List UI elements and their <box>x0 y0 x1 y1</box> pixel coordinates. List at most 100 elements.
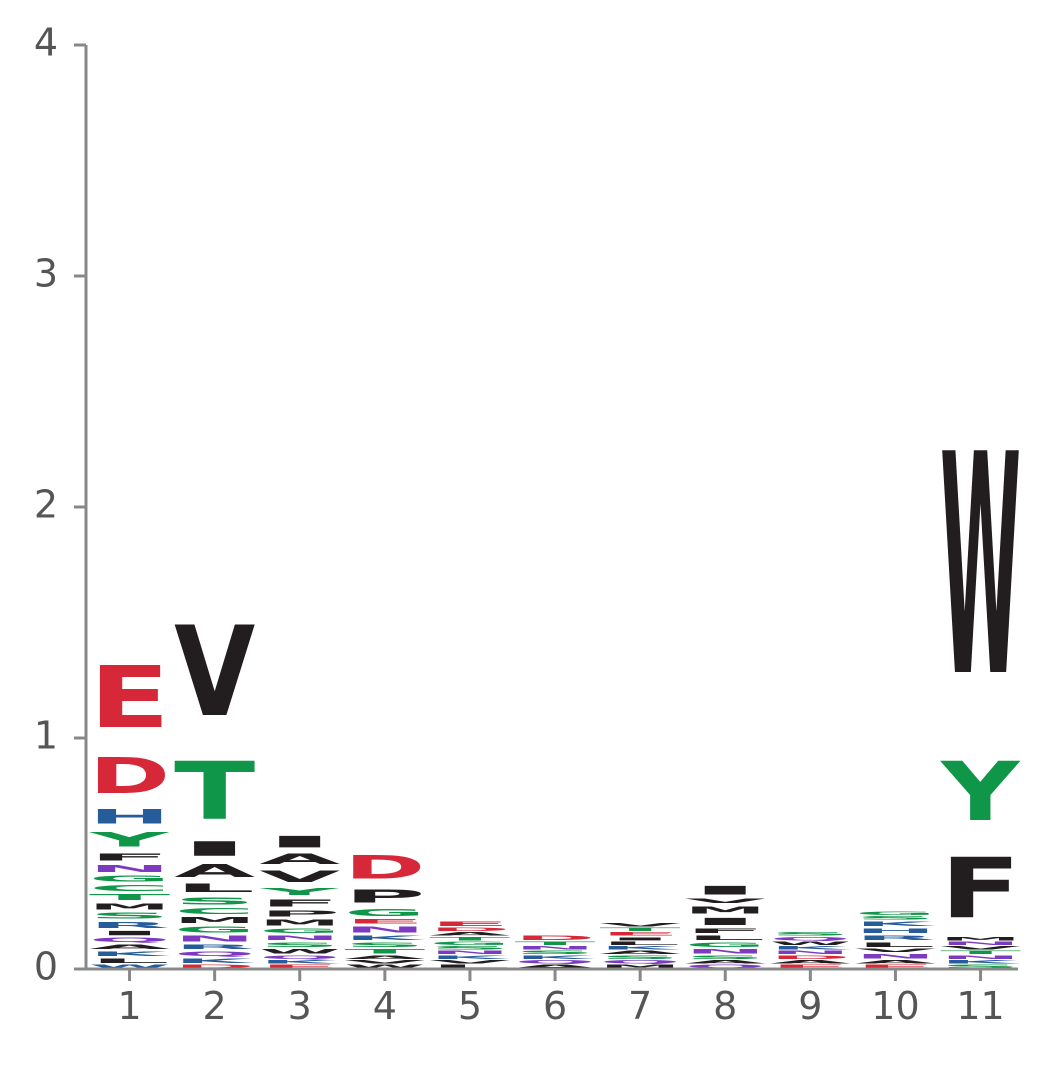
logo-letter-m: M <box>940 937 1021 942</box>
logo-letter-t: T <box>940 951 1021 956</box>
logo-letter-g: G <box>685 941 766 948</box>
x-tick-label: 11 <box>956 984 1004 1028</box>
logo-letter-f: F <box>89 851 170 862</box>
logo-letter-q: Q <box>600 960 681 965</box>
x-tick-label: 5 <box>458 984 482 1028</box>
logo-letter-q: Q <box>89 937 170 944</box>
logo-letter-d: D <box>429 927 510 932</box>
y-tick-label: 1 <box>34 714 58 758</box>
logo-letter-l: L <box>89 958 170 965</box>
y-tick-label: 2 <box>34 483 58 527</box>
logo-letter-n: N <box>515 946 596 951</box>
logo-letter-r: R <box>89 921 170 930</box>
logo-letter-i: I <box>600 937 681 942</box>
logo-letter-i: I <box>685 916 766 927</box>
logo-letter-n: N <box>174 934 255 943</box>
logo-letter-a: A <box>429 932 510 937</box>
logo-letter-g: G <box>344 907 425 919</box>
logo-letter-v: V <box>940 946 1021 951</box>
logo-letter-h: H <box>855 927 936 934</box>
logo-letter-q: Q <box>515 960 596 965</box>
logo-letter-s: S <box>600 955 681 960</box>
logo-letter-a: A <box>515 964 596 969</box>
logo-letter-a: A <box>174 860 255 881</box>
logo-letter-t: T <box>174 745 255 837</box>
logo-letter-s: S <box>855 916 936 921</box>
logo-letter-k: K <box>344 934 426 941</box>
logo-letter-q: Q <box>259 955 340 960</box>
logo-letter-f: F <box>685 927 766 934</box>
logo-letter-q: Q <box>174 951 255 958</box>
logo-letter-e: E <box>855 964 936 969</box>
logo-letter-a: A <box>259 851 340 867</box>
logo-letter-g: G <box>855 911 936 916</box>
logo-letter-d: D <box>515 934 596 941</box>
logo-letter-n: N <box>855 953 936 960</box>
logo-letter-i: I <box>89 930 170 937</box>
logo-letter-t: T <box>600 927 681 932</box>
logo-letter-e: E <box>429 921 510 928</box>
x-tick-label: 9 <box>798 984 822 1028</box>
logo-letter-q: Q <box>770 937 851 942</box>
logo-letter-n: N <box>770 951 851 956</box>
logo-letter-m: M <box>89 902 170 911</box>
x-tick-label: 3 <box>288 984 312 1028</box>
logo-letter-i: I <box>259 833 340 851</box>
logo-letter-w: W <box>89 964 170 969</box>
logo-letter-n: N <box>259 934 340 941</box>
logo-letter-s: S <box>174 895 255 906</box>
logo-letter-a: A <box>770 960 851 965</box>
logo-letter-e: E <box>259 964 340 969</box>
x-tick-label: 2 <box>203 984 227 1028</box>
logo-letter-c: C <box>174 907 255 916</box>
logo-letter-v: V <box>174 600 255 745</box>
logo-letter-w: W <box>344 964 425 969</box>
logo-letter-s: S <box>770 932 851 937</box>
logo-letter-g: G <box>174 925 255 934</box>
y-tick-label: 3 <box>34 252 58 296</box>
logo-letter-l: L <box>429 964 510 969</box>
logo-letter-v: V <box>259 867 340 886</box>
logo-letter-i: I <box>174 837 255 860</box>
logo-letter-e: E <box>600 932 681 937</box>
logo-letter-g: G <box>89 874 170 883</box>
logo-letter-y: Y <box>89 828 171 851</box>
x-tick-label: 1 <box>117 984 141 1028</box>
logo-letters: WLKAQIRSMTCGNFYHDEDKQRNGMCSLAITVEKQWSNGM… <box>89 392 1022 969</box>
logo-letter-y: Y <box>940 745 1022 840</box>
logo-letter-v: V <box>855 948 936 953</box>
logo-letter-n: N <box>429 951 510 956</box>
logo-letter-s: S <box>515 951 596 956</box>
logo-letter-h: H <box>89 805 170 828</box>
logo-letter-k: K <box>259 960 341 965</box>
logo-letter-a: A <box>344 955 425 960</box>
logo-letter-w: W <box>259 948 340 955</box>
x-tick-label: 4 <box>373 984 397 1028</box>
logo-letter-l: L <box>174 881 255 895</box>
logo-letter-d: D <box>770 955 851 960</box>
logo-letter-s: S <box>429 946 510 951</box>
logo-letter-t: T <box>89 893 170 902</box>
logo-letter-g: G <box>429 941 510 946</box>
logo-letter-k: K <box>515 955 597 960</box>
logo-letter-k: K <box>429 955 511 960</box>
logo-letter-v: V <box>600 923 681 928</box>
axes: 0 1 2 3 4 1 2 3 4 5 6 7 8 9 10 11 <box>34 21 1018 1028</box>
logo-letter-k: K <box>855 920 937 927</box>
logo-letter-w: W <box>770 941 851 946</box>
logo-letter-k: K <box>770 946 852 951</box>
y-tick-label: 4 <box>34 21 58 65</box>
logo-letter-s: S <box>89 911 170 920</box>
logo-letter-g: G <box>259 927 340 934</box>
logo-letter-w: W <box>940 392 1021 745</box>
logo-letter-v: V <box>344 960 425 965</box>
x-tick-label: 8 <box>713 984 737 1028</box>
logo-letter-p: P <box>344 886 425 907</box>
logo-letter-r: R <box>174 944 255 951</box>
logo-letter-l: L <box>685 934 766 941</box>
logo-letter-c: C <box>89 884 170 893</box>
logo-letter-t: T <box>429 937 510 942</box>
logo-letter-t: T <box>515 941 596 946</box>
logo-letter-f: F <box>940 841 1021 937</box>
logo-letter-d: D <box>344 850 425 887</box>
